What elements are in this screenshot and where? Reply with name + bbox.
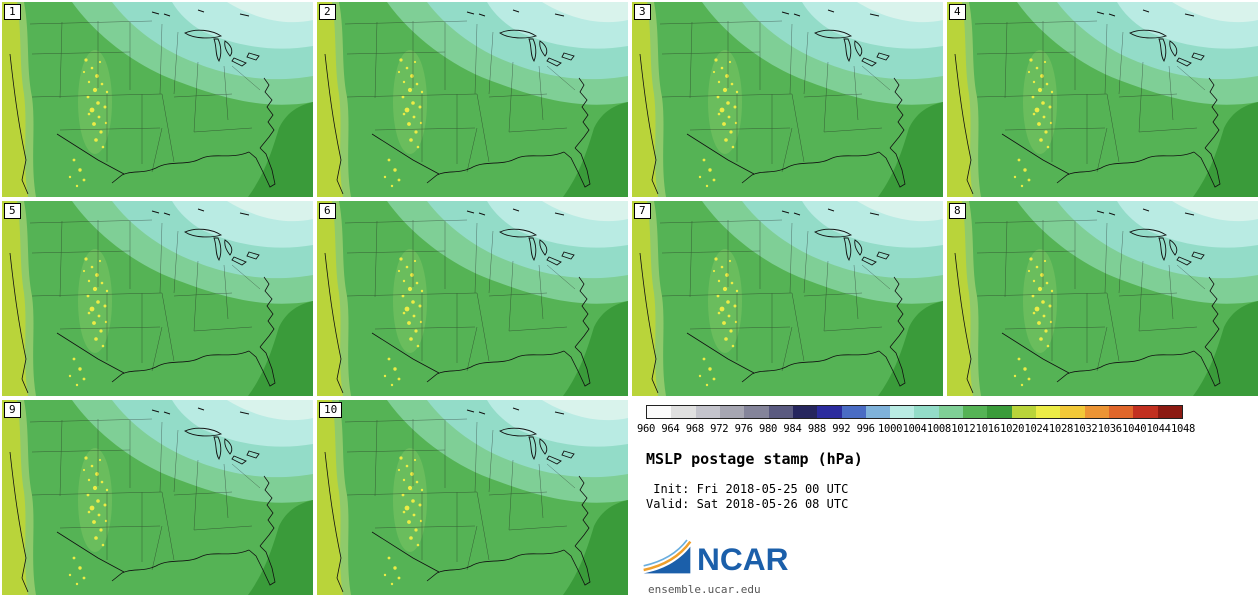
colorbar-cell bbox=[719, 406, 745, 418]
ensemble-member-panel: 7 bbox=[632, 201, 943, 396]
colorbar-tick-label: 968 bbox=[685, 423, 704, 435]
member-number-label: 8 bbox=[949, 203, 966, 219]
ensemble-member-panel: 9 bbox=[2, 400, 313, 595]
colorbar bbox=[646, 405, 1183, 419]
colorbar-tick-label: 988 bbox=[807, 423, 826, 435]
colorbar-cell bbox=[695, 406, 720, 418]
colorbar-cell bbox=[938, 406, 964, 418]
colorbar-tick-label: 1004 bbox=[902, 423, 927, 435]
plot-title: MSLP postage stamp (hPa) bbox=[646, 450, 863, 468]
colorbar-cell bbox=[768, 406, 793, 418]
colorbar-cell bbox=[1157, 406, 1182, 418]
ensemble-member-panel: 4 bbox=[947, 2, 1258, 197]
colorbar-cell bbox=[963, 406, 988, 418]
member-number-label: 3 bbox=[634, 4, 651, 20]
member-number-label: 6 bbox=[319, 203, 336, 219]
mslp-map bbox=[632, 2, 943, 197]
colorbar-cell bbox=[792, 406, 818, 418]
member-number-label: 9 bbox=[4, 402, 21, 418]
valid-time-label: Valid: Sat 2018-05-26 08 UTC bbox=[646, 497, 849, 511]
ensemble-member-panel: 3 bbox=[632, 2, 943, 197]
colorbar-tick-label: 1000 bbox=[878, 423, 903, 435]
colorbar-cell bbox=[1133, 406, 1158, 418]
colorbar-tick-label: 972 bbox=[710, 423, 729, 435]
colorbar-cell bbox=[744, 406, 769, 418]
colorbar-tick-label: 980 bbox=[758, 423, 778, 435]
colorbar-tick-label: 1044 bbox=[1146, 423, 1171, 435]
member-number-label: 5 bbox=[4, 203, 21, 219]
colorbar-tick-label: 996 bbox=[856, 423, 875, 435]
legend-block: 960 964 968 972 976 980 984 988 992 996 1000 1004 10… bbox=[632, 400, 1260, 597]
init-time-label: Init: Fri 2018-05-25 00 UTC bbox=[646, 482, 849, 496]
mslp-map bbox=[2, 201, 313, 396]
mslp-map bbox=[2, 2, 313, 197]
colorbar-tick-label: 976 bbox=[734, 423, 753, 435]
ensemble-member-panel: 1 bbox=[2, 2, 313, 197]
colorbar-cell bbox=[987, 406, 1012, 418]
colorbar-cell bbox=[1011, 406, 1036, 418]
colorbar-cell bbox=[1084, 406, 1109, 418]
member-number-label: 7 bbox=[634, 203, 651, 219]
mslp-map bbox=[947, 201, 1258, 396]
mslp-map bbox=[632, 201, 943, 396]
mslp-map bbox=[317, 400, 628, 595]
colorbar-cell bbox=[841, 406, 866, 418]
ensemble-member-panel: 5 bbox=[2, 201, 313, 396]
colorbar-cell bbox=[647, 406, 672, 418]
colorbar-ticks: 960 964 968 972 976 980 984 988 992 996 1000 1004 10… bbox=[637, 423, 1195, 437]
colorbar-tick-label: 1048 bbox=[1170, 423, 1196, 435]
colorbar-cell bbox=[1108, 406, 1134, 418]
ensemble-member-panel: 8 bbox=[947, 201, 1258, 396]
ensemble-member-panel: 2 bbox=[317, 2, 628, 197]
colorbar-tick-label: 992 bbox=[832, 423, 851, 435]
mslp-map bbox=[2, 400, 313, 595]
colorbar-cell bbox=[865, 406, 891, 418]
colorbar-cell bbox=[890, 406, 915, 418]
mslp-map bbox=[317, 2, 628, 197]
colorbar-tick-label: 1016 bbox=[975, 423, 1000, 435]
mslp-map bbox=[947, 2, 1258, 197]
ncar-logo-icon: NCAR bbox=[643, 539, 789, 577]
colorbar-tick-label: 1024 bbox=[1024, 423, 1049, 435]
colorbar-cell bbox=[671, 406, 696, 418]
site-url-label: ensemble.ucar.edu bbox=[648, 583, 761, 596]
member-number-label: 2 bbox=[319, 4, 336, 20]
colorbar-tick-label: 1012 bbox=[951, 423, 976, 435]
colorbar-tick-label: 1020 bbox=[1000, 423, 1025, 435]
colorbar-tick-label: 1040 bbox=[1122, 423, 1147, 435]
colorbar-cell bbox=[914, 406, 939, 418]
colorbar-tick-label: 1036 bbox=[1097, 423, 1122, 435]
colorbar-tick-label: 960 bbox=[636, 423, 656, 435]
colorbar-cell bbox=[817, 406, 842, 418]
colorbar-cell bbox=[1060, 406, 1085, 418]
ensemble-member-panel: 10 bbox=[317, 400, 628, 595]
colorbar-tick-label: 1008 bbox=[926, 423, 951, 435]
colorbar-tick-label: 964 bbox=[661, 423, 680, 435]
member-number-label: 4 bbox=[949, 4, 966, 20]
colorbar-tick-label: 984 bbox=[783, 423, 802, 435]
colorbar-tick-label: 1032 bbox=[1073, 423, 1098, 435]
ncar-logo-text: NCAR bbox=[697, 541, 789, 577]
ensemble-member-panel: 6 bbox=[317, 201, 628, 396]
colorbar-tick-label: 1028 bbox=[1048, 423, 1073, 435]
colorbar-cell bbox=[1036, 406, 1061, 418]
mslp-map bbox=[317, 201, 628, 396]
member-number-label: 10 bbox=[319, 402, 343, 418]
member-number-label: 1 bbox=[4, 4, 21, 20]
